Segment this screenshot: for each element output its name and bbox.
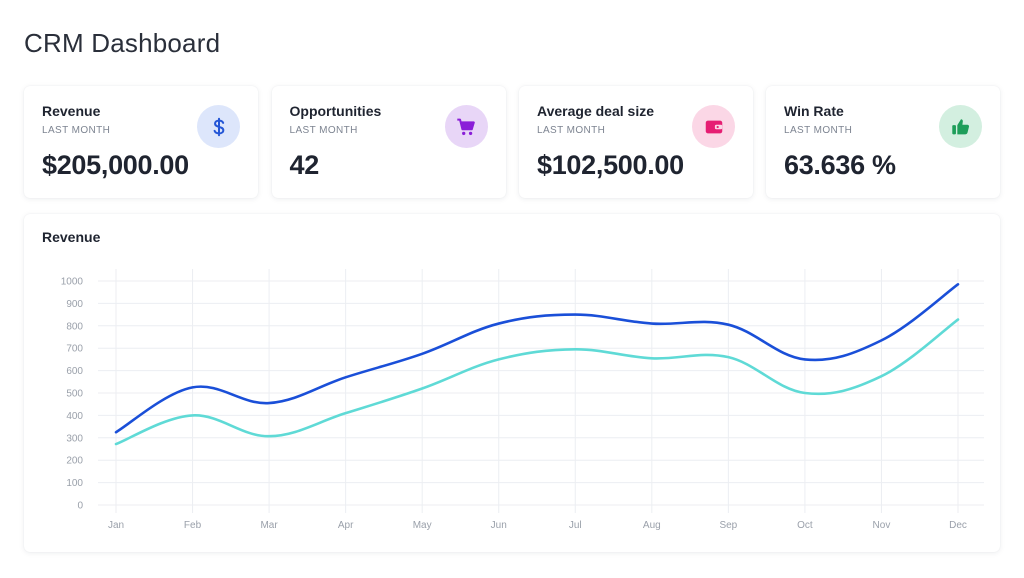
card-title: Win Rate	[784, 103, 844, 119]
cart-icon	[444, 105, 488, 148]
card-subtitle: LAST MONTH	[537, 125, 606, 136]
y-tick-label: 400	[66, 411, 83, 422]
x-tick-label: Aug	[643, 520, 661, 531]
y-tick-label: 600	[66, 366, 83, 377]
card-revenue: Revenue LAST MONTH $205,000.00	[24, 86, 258, 198]
card-subtitle: LAST MONTH	[42, 125, 111, 136]
y-tick-label: 200	[66, 456, 83, 467]
x-tick-label: May	[413, 520, 432, 531]
card-value: $205,000.00	[42, 150, 189, 180]
x-tick-label: Jan	[108, 520, 124, 531]
thumbs-up-icon	[939, 105, 982, 148]
y-tick-label: 500	[66, 389, 83, 400]
revenue-chart-card: Revenue 0 100 200 300 400 500 600 700 800 900 1000…	[24, 214, 1000, 552]
series-line-secondary	[114, 318, 960, 446]
card-subtitle: LAST MONTH	[784, 125, 853, 136]
x-tick-label: Jul	[569, 520, 582, 531]
x-tick-label: Oct	[797, 520, 813, 531]
x-tick-label: Apr	[338, 520, 354, 531]
y-tick-label: 900	[66, 299, 83, 310]
dollar-icon	[197, 105, 240, 148]
card-average-deal-size: Average deal size LAST MONTH $102,500.00	[519, 86, 753, 198]
y-tick-label: 1000	[61, 277, 84, 288]
series-line-primary	[114, 283, 960, 434]
y-tick-label: 700	[66, 344, 83, 355]
kpi-cards: Revenue LAST MONTH $205,000.00 Opportuni…	[24, 86, 1000, 198]
card-title: Average deal size	[537, 103, 654, 119]
card-title: Opportunities	[289, 103, 382, 119]
card-value: 42	[289, 150, 320, 180]
page-title: CRM Dashboard	[24, 28, 221, 58]
y-tick-label: 800	[66, 321, 83, 332]
card-subtitle: LAST MONTH	[289, 125, 358, 136]
x-tick-label: Nov	[873, 520, 891, 531]
card-title: Revenue	[42, 103, 101, 119]
y-tick-label: 0	[77, 501, 83, 512]
y-tick-label: 300	[66, 433, 83, 444]
card-win-rate: Win Rate LAST MONTH 63.636 %	[766, 86, 1000, 198]
card-value: $102,500.00	[537, 150, 684, 180]
wallet-icon	[692, 105, 735, 148]
x-tick-label: Jun	[491, 520, 507, 531]
revenue-line-chart: 0 100 200 300 400 500 600 700 800 900 1000 Jan Feb Ma…	[61, 269, 984, 531]
chart-title: Revenue	[42, 229, 101, 245]
x-tick-label: Mar	[260, 520, 278, 531]
x-tick-label: Dec	[949, 520, 967, 531]
x-tick-label: Feb	[184, 520, 202, 531]
x-tick-label: Sep	[719, 520, 737, 531]
card-opportunities: Opportunities LAST MONTH 42	[271, 86, 506, 198]
y-tick-label: 100	[66, 478, 83, 489]
card-value: 63.636 %	[784, 150, 896, 180]
